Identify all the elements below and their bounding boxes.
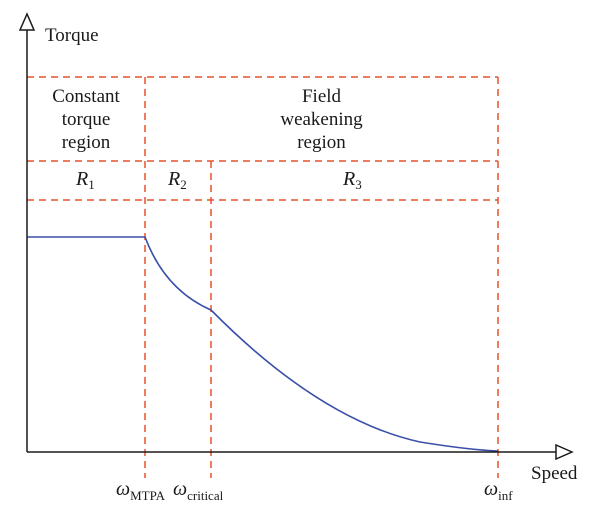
omega-critical-symbol: ω [173,478,188,500]
field-label-line-1: Field [301,86,342,107]
omega-inf-symbol: ω [484,478,499,500]
subregion-label-r3: R3 [343,168,362,193]
constant-label-line-1: Constant [52,86,120,107]
x-axis-label: Speed [531,463,578,484]
subregion-r1-subscript: 1 [88,177,95,192]
omega-critical-label: ωcritical [173,478,223,504]
field-label-line-2: weakening [280,109,363,130]
omega-mtpa-symbol: ω [116,478,131,500]
y-axis-label: Torque [45,25,99,46]
omega-mtpa-label: ωMTPA [116,478,165,504]
subregion-label-r1: R1 [76,168,95,193]
subregion-r2-subscript: 2 [180,177,187,192]
field-label-line-3: region [297,132,346,153]
constant-label-line-3: region [61,132,111,153]
subregion-label-r2: R2 [168,168,187,193]
y-axis-arrowhead [18,12,36,31]
axes [18,12,574,461]
subregion-r1-symbol: R [76,168,89,190]
omega-critical-subscript: critical [187,488,224,503]
x-axis-arrowhead [555,443,574,461]
omega-mtpa-subscript: MTPA [130,488,166,503]
subregion-r3-symbol: R [343,168,356,190]
subregion-r2-symbol: R [168,168,181,190]
omega-inf-subscript: inf [498,488,513,503]
constant-torque-region-label: Constant torque region [27,85,145,154]
region-grid [27,76,499,478]
subregion-r3-subscript: 3 [355,177,362,192]
constant-label-line-2: torque [61,109,111,130]
torque-curve [27,236,499,452]
field-weakening-region-label: Field weakening region [145,85,498,154]
omega-inf-label: ωinf [484,478,513,504]
